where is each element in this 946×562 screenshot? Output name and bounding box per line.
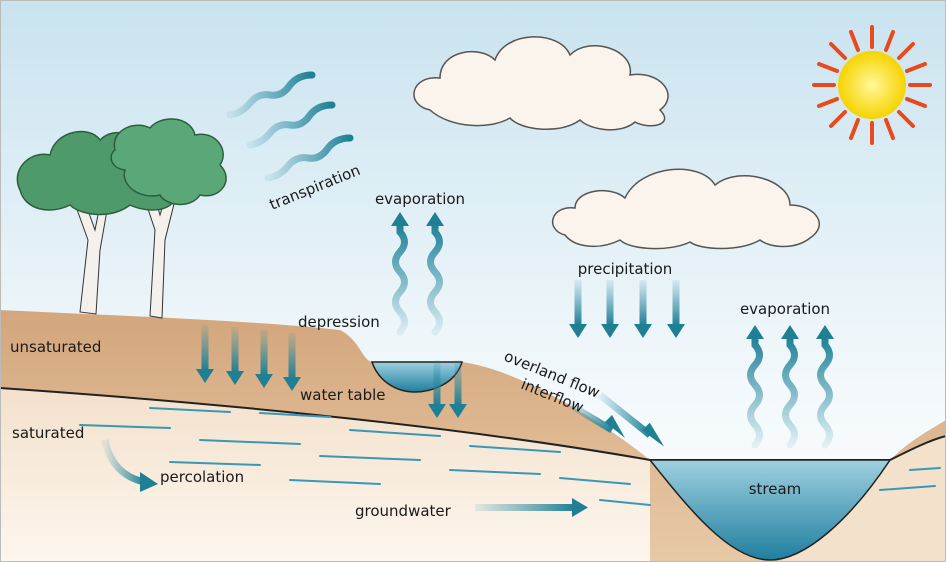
shape (829, 110, 847, 128)
sun (812, 25, 932, 145)
label: stream (749, 480, 802, 498)
label: evaporation (740, 300, 830, 318)
percolation-arrow (101, 439, 158, 492)
label: unsaturated (10, 338, 101, 356)
shape (817, 97, 839, 108)
shape (259, 412, 331, 418)
cloud (413, 36, 669, 131)
shape (599, 499, 651, 506)
shape (349, 429, 441, 437)
shape (905, 62, 927, 73)
shape (289, 479, 381, 485)
shape (897, 42, 915, 60)
shape (884, 118, 895, 140)
shape (597, 392, 653, 438)
stream-water (648, 459, 892, 561)
shape (568, 401, 614, 434)
flow-arrows (568, 392, 665, 447)
shape (101, 439, 146, 486)
saturated-zone (0, 388, 650, 562)
label: percolation (160, 468, 244, 486)
shape (605, 415, 625, 438)
shape (475, 504, 575, 511)
shape (559, 477, 631, 485)
label: groundwater (355, 502, 452, 520)
shape (884, 30, 895, 52)
label: precipitation (578, 260, 673, 278)
shape (110, 118, 227, 206)
shape (849, 30, 860, 52)
shape (817, 62, 839, 73)
shape (909, 467, 941, 471)
shape (169, 461, 261, 466)
shape (319, 455, 421, 461)
shape (140, 472, 158, 492)
groundwater-arrow (475, 498, 588, 517)
shape (79, 424, 171, 429)
cloud (551, 168, 820, 250)
sun-rays (812, 25, 932, 145)
shape (226, 71, 316, 119)
shape (905, 97, 927, 108)
shape (572, 498, 588, 517)
shape (879, 485, 936, 491)
shape (199, 439, 301, 445)
shape (849, 118, 860, 140)
shape (264, 134, 354, 182)
label: depression (298, 313, 380, 331)
sun-disc (838, 51, 906, 119)
shape (149, 407, 231, 413)
label: saturated (12, 424, 84, 442)
label: evaporation (375, 190, 465, 208)
trees (16, 118, 227, 319)
shape (641, 422, 665, 447)
shape (449, 469, 541, 475)
label: water table (300, 386, 386, 404)
transpiration-arrows (226, 71, 354, 182)
shape (897, 110, 915, 128)
shape (469, 445, 561, 453)
groundwater-dashes (79, 407, 941, 506)
shape (829, 42, 847, 60)
shape (246, 101, 336, 149)
water-table-line (0, 387, 946, 461)
